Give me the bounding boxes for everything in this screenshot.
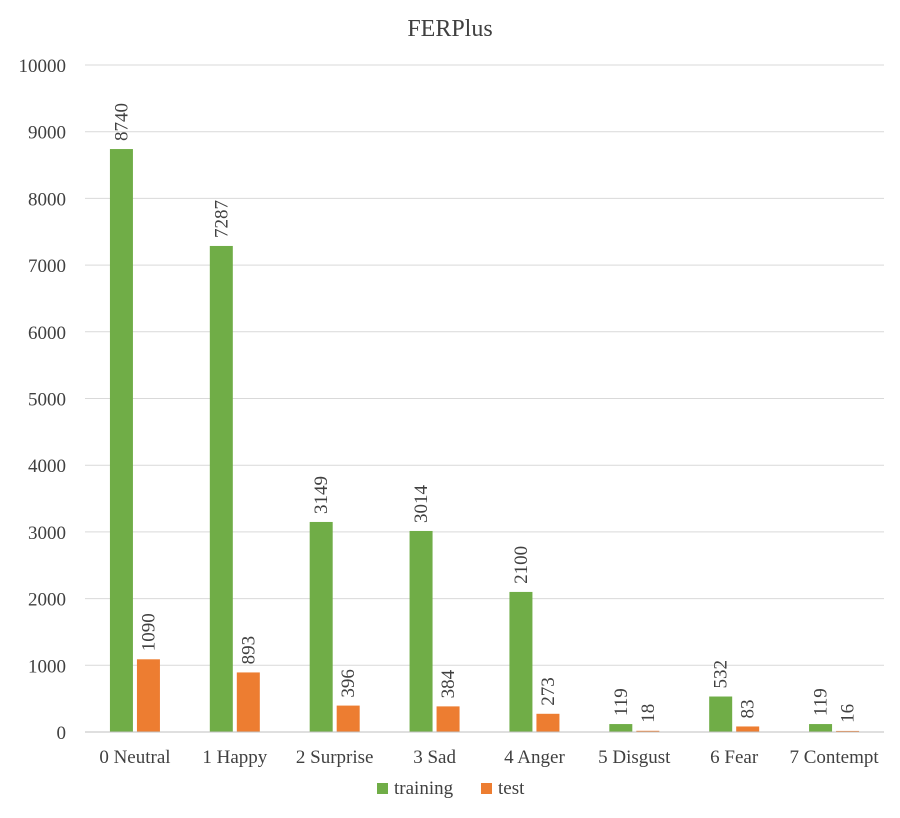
- gridlines: [85, 64, 884, 666]
- x-category-label: 6 Fear: [710, 747, 759, 768]
- bar-test: [836, 730, 860, 732]
- bar-test: [536, 713, 560, 732]
- legend[interactable]: training test: [377, 778, 525, 799]
- legend-item-test[interactable]: test: [481, 778, 525, 799]
- bar-test: [736, 726, 760, 732]
- data-label-test: 16: [838, 704, 859, 723]
- x-category-label: 2 Surprise: [296, 747, 374, 768]
- bar-training: [709, 696, 733, 732]
- legend-label-training: training: [394, 778, 454, 799]
- bar-training: [409, 530, 433, 732]
- data-label-test: 1090: [138, 613, 159, 651]
- x-category-label: 1 Happy: [202, 747, 267, 768]
- bar-training: [609, 724, 633, 732]
- y-tick-label: 5000: [28, 390, 66, 411]
- x-category-label: 3 Sad: [413, 747, 456, 768]
- y-tick-label: 6000: [28, 323, 66, 344]
- y-tick-label: 3000: [28, 523, 66, 544]
- y-tick-label: 4000: [28, 456, 66, 477]
- legend-swatch-training: [377, 783, 388, 794]
- data-label-training: 7287: [211, 200, 232, 238]
- chart-title: FERPlus: [407, 16, 492, 42]
- data-label-test: 18: [638, 704, 659, 723]
- data-label-training: 8740: [111, 103, 132, 141]
- data-label-test: 83: [738, 699, 759, 718]
- data-label-training: 119: [811, 688, 832, 716]
- data-label-test: 273: [538, 677, 559, 706]
- bar-training: [509, 591, 533, 732]
- x-axis-category-labels: 0 Neutral 1 Happy 2 Surprise 3 Sad 4 Anger 5 …: [99, 747, 879, 768]
- y-axis-tick-labels: 0 1000 2000 3000 4000 5000 6000 7000 8000 9000 100…: [19, 56, 67, 744]
- y-tick-label: 2000: [28, 590, 66, 611]
- bar-test: [336, 705, 360, 732]
- y-tick-label: 0: [57, 723, 67, 744]
- data-label-training: 2100: [511, 546, 532, 584]
- x-category-label: 0 Neutral: [99, 747, 170, 768]
- x-category-label: 4 Anger: [504, 747, 565, 768]
- y-tick-label: 1000: [28, 656, 66, 677]
- bar-training: [109, 149, 133, 733]
- bar-training: [809, 724, 833, 732]
- bar-test: [436, 706, 460, 732]
- bar-test: [636, 730, 660, 732]
- y-tick-label: 8000: [28, 189, 66, 210]
- data-label-training: 532: [711, 660, 732, 689]
- y-tick-label: 10000: [19, 56, 67, 77]
- bar-test: [136, 659, 160, 732]
- data-label-test: 893: [238, 636, 259, 665]
- bar-test: [236, 672, 260, 732]
- x-category-label: 7 Contempt: [789, 747, 879, 768]
- data-label-training: 3149: [311, 476, 332, 514]
- bar-training: [309, 521, 333, 732]
- data-label-test: 384: [438, 669, 459, 698]
- data-labels: 8740 1090 7287 893 3149 396 3014 384 2100 273 119 1…: [111, 103, 858, 723]
- y-tick-label: 9000: [28, 123, 66, 144]
- data-label-training: 3014: [411, 484, 432, 523]
- bar-training: [209, 245, 233, 732]
- legend-item-training[interactable]: training: [377, 778, 454, 799]
- y-tick-label: 7000: [28, 256, 66, 277]
- bars: [109, 149, 860, 733]
- data-label-training: 119: [611, 688, 632, 716]
- data-label-test: 396: [338, 669, 359, 698]
- legend-swatch-test: [481, 783, 492, 794]
- x-category-label: 5 Disgust: [598, 747, 671, 768]
- legend-label-test: test: [498, 778, 525, 799]
